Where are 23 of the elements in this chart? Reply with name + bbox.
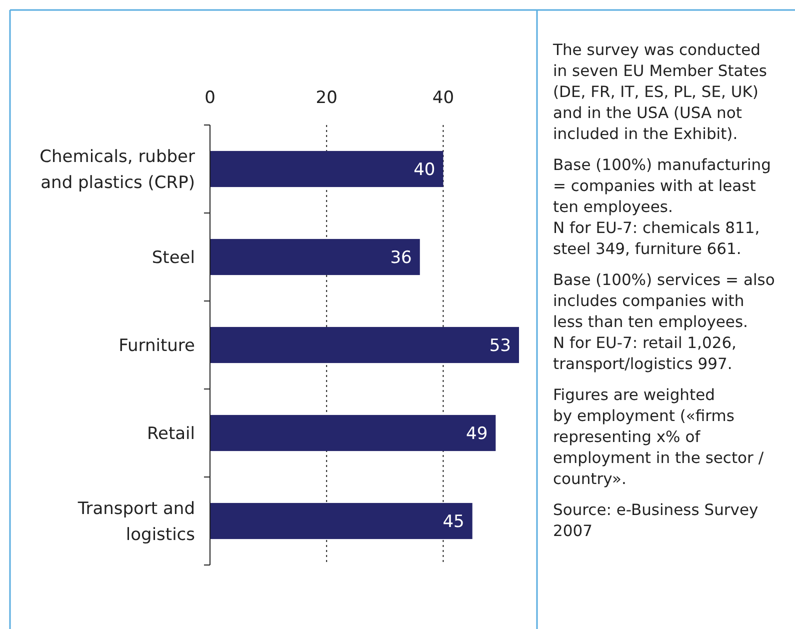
- y-tick-label: Chemicals, rubber and plastics (CRP): [40, 146, 195, 193]
- bar: [210, 326, 519, 364]
- bar: [210, 238, 420, 276]
- data-label: 49: [466, 424, 488, 444]
- y-tick-label: Furniture: [118, 336, 195, 356]
- y-tick-label: Transport and logistics: [76, 498, 196, 545]
- data-label: 40: [414, 160, 436, 180]
- bar: [210, 502, 472, 540]
- y-tick-label: Retail: [146, 424, 195, 444]
- source-note: Source: e-Business Survey 2007: [553, 501, 758, 540]
- x-tick-label: 0: [204, 88, 216, 108]
- text: Figures are weighted by employment («firms representing x% of employment in the sector / country».: [553, 386, 764, 488]
- x-tick-label: 20: [316, 88, 338, 108]
- x-tick-label: 40: [432, 88, 454, 108]
- data-label: 45: [442, 512, 464, 532]
- y-tick-label: Steel: [152, 248, 195, 268]
- data-label: 36: [390, 248, 412, 268]
- data-label: 53: [489, 336, 511, 356]
- bar: [210, 414, 496, 452]
- bar: [210, 150, 444, 188]
- text: Base (100%) manufacturing = companies with at least ten employees. N for EU-7: chemicals 811, steel 349, furniture 661.: [553, 156, 771, 258]
- text: The survey was conducted in seven EU Member States (DE, FR, IT, ES, PL, SE, UK) and in the USA (USA not included in the Exhibit).: [552, 41, 767, 143]
- text: Base (100%) services = also includes companies with less than ten employees. N for EU-7: retail 1,026, transport/logistics 997.: [553, 271, 775, 373]
